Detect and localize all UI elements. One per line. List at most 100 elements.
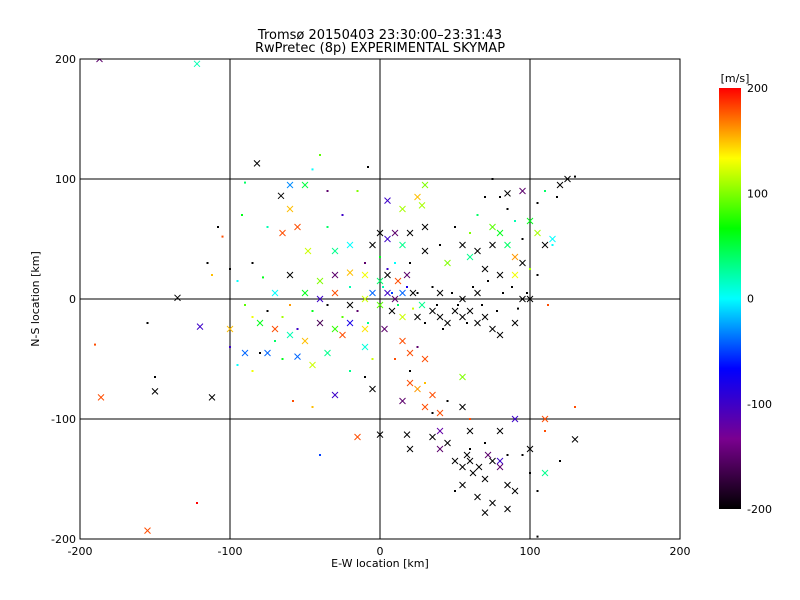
data-point-dot xyxy=(499,196,501,198)
data-point-dot xyxy=(529,268,531,270)
data-point-cross xyxy=(361,271,369,279)
data-point-cross xyxy=(151,388,159,395)
x-tick-label: 200 xyxy=(670,545,691,558)
data-point-cross xyxy=(459,481,466,489)
data-point-cross xyxy=(403,431,411,438)
data-point-cross xyxy=(459,241,466,249)
data-point-dot xyxy=(536,202,539,204)
x-tick-labels: -200 -100 0 100 200 xyxy=(68,545,691,558)
data-point-dot xyxy=(446,400,449,402)
data-point-cross xyxy=(271,325,279,333)
data-point-dot xyxy=(341,214,344,216)
data-point-dot xyxy=(454,226,456,228)
data-point-cross xyxy=(504,505,511,513)
data-point-cross xyxy=(459,295,466,303)
data-point-cross xyxy=(286,271,294,279)
data-point-dot xyxy=(409,262,411,264)
data-point-cross xyxy=(399,397,406,405)
data-point-dot xyxy=(229,346,231,348)
data-point-cross xyxy=(376,431,384,438)
data-point-cross xyxy=(496,463,504,471)
data-point-dot xyxy=(266,226,269,228)
chart-title: Tromsø 20150403 23:30:00–23:31:43 xyxy=(257,28,502,43)
data-point-dot xyxy=(154,376,156,378)
data-point-dot xyxy=(559,460,561,462)
data-point-cross xyxy=(496,427,504,435)
data-point-dot xyxy=(266,310,269,312)
data-point-cross xyxy=(346,241,354,249)
data-point-cross xyxy=(339,331,346,339)
data-point-dot xyxy=(356,310,359,312)
data-point-cross xyxy=(429,307,436,315)
data-point-cross xyxy=(361,343,369,351)
data-point-cross xyxy=(384,271,391,279)
data-point-cross xyxy=(241,349,249,357)
data-point-cross xyxy=(399,241,406,249)
data-point-cross xyxy=(418,202,426,209)
data-point-cross xyxy=(376,277,384,285)
data-point-cross xyxy=(541,415,549,423)
data-point-dot xyxy=(544,430,546,432)
data-point-cross xyxy=(304,247,312,255)
data-point-cross xyxy=(534,229,541,237)
data-point-cross xyxy=(496,271,504,279)
data-point-dot xyxy=(397,304,399,306)
data-point-dot xyxy=(431,286,434,288)
data-point-cross xyxy=(391,295,399,303)
data-point-dot xyxy=(379,256,381,258)
data-point-dot xyxy=(326,190,329,192)
data-point-cross xyxy=(475,463,483,471)
data-point-cross xyxy=(381,325,388,333)
data-point-dot xyxy=(454,490,456,492)
data-point-cross xyxy=(496,229,504,237)
data-point-dot xyxy=(251,262,254,264)
data-point-dot xyxy=(356,190,359,192)
y-tick-label: 100 xyxy=(55,173,76,186)
data-point-dot xyxy=(469,232,471,234)
data-point-cross xyxy=(511,271,519,279)
data-point-cross xyxy=(571,436,579,443)
data-point-dot xyxy=(262,276,264,279)
data-point-cross xyxy=(489,457,496,465)
data-point-dot xyxy=(367,322,369,324)
data-point-cross xyxy=(474,493,481,501)
data-point-cross xyxy=(451,307,459,315)
data-point-dot xyxy=(382,286,384,288)
data-point-dot xyxy=(547,304,549,306)
data-point-cross xyxy=(481,475,489,483)
data-point-cross xyxy=(226,325,234,333)
data-point-cross xyxy=(489,241,496,249)
data-point-cross xyxy=(519,259,526,267)
x-tick-label: -100 xyxy=(218,545,243,558)
data-point-dot xyxy=(349,370,351,372)
data-point-cross xyxy=(429,433,436,441)
data-point-cross xyxy=(399,205,406,213)
data-point-dot xyxy=(326,226,329,228)
data-point-cross xyxy=(384,235,391,243)
data-point-cross xyxy=(474,247,481,255)
data-point-cross xyxy=(526,445,534,453)
data-point-dot xyxy=(319,454,321,456)
data-point-cross xyxy=(174,294,181,302)
colorbar-tick-label: 100 xyxy=(747,187,768,200)
data-point-dot xyxy=(521,238,524,240)
x-axis-label: E-W location [km] xyxy=(331,557,429,570)
data-point-cross xyxy=(459,463,466,471)
colorbar xyxy=(719,88,741,509)
data-point-dot xyxy=(487,280,489,282)
data-point-cross xyxy=(331,325,339,333)
data-point-dot xyxy=(394,358,396,360)
data-point-dot xyxy=(574,175,576,178)
data-point-dot xyxy=(274,340,276,342)
data-point-dot xyxy=(442,328,444,330)
data-point-cross xyxy=(354,433,361,441)
data-point-dot xyxy=(146,322,149,324)
data-point-cross xyxy=(406,379,414,387)
data-point-cross xyxy=(309,361,316,369)
data-point-dot xyxy=(424,322,426,324)
data-point-cross xyxy=(97,394,105,401)
data-point-cross xyxy=(463,451,471,459)
colorbar-tick-label: -100 xyxy=(747,398,772,411)
data-point-cross xyxy=(316,295,324,303)
